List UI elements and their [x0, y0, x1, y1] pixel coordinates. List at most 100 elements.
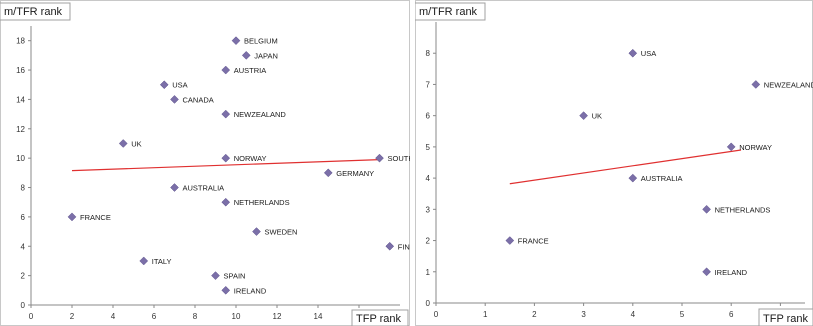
y-tick-label: 12	[16, 125, 25, 134]
chart-panel-right: 01234567801234567USANEWZEALANDUKNORWAYAU…	[415, 0, 813, 326]
data-point-marker	[139, 256, 149, 266]
data-point-marker	[385, 241, 395, 251]
data-point-label: NETHERLANDS	[715, 205, 771, 214]
y-tick-label: 4	[21, 242, 26, 251]
y-tick-label: 8	[21, 184, 26, 193]
data-point-label: FINLAND	[398, 242, 410, 251]
data-point-label: CANADA	[183, 95, 214, 104]
x-tick-label: 1	[483, 310, 488, 319]
x-tick-label: 0	[434, 310, 439, 319]
data-point-marker	[726, 142, 736, 152]
y-tick-label: 1	[426, 268, 431, 277]
data-point-label: SWEDEN	[265, 228, 298, 237]
x-tick-label: 10	[232, 312, 241, 321]
y-tick-label: 8	[426, 49, 431, 58]
data-point-label: JAPAN	[254, 51, 278, 60]
chart-frame	[0, 0, 410, 326]
data-point-label: AUSTRALIA	[641, 174, 683, 183]
x-tick-label: 14	[314, 312, 323, 321]
x-tick-label: 2	[70, 312, 75, 321]
data-point-label: SOUTHKOREA	[388, 154, 411, 163]
x-tick-label: 12	[273, 312, 282, 321]
data-point-label: NETHERLANDS	[234, 198, 290, 207]
x-tick-label: 3	[581, 310, 586, 319]
data-point-label: FRANCE	[518, 237, 549, 246]
data-point-marker	[231, 36, 241, 46]
data-point-marker	[323, 168, 333, 178]
data-point-label: USA	[641, 49, 656, 58]
data-point-label: UK	[592, 112, 602, 121]
data-point-label: AUSTRIA	[234, 66, 267, 75]
y-axis-title: m/TFR rank	[419, 6, 478, 18]
scatter-chart-right: 01234567801234567USANEWZEALANDUKNORWAYAU…	[415, 0, 813, 326]
y-tick-label: 6	[426, 112, 431, 121]
data-point-marker	[628, 48, 638, 58]
x-axis-title-box	[351, 309, 409, 326]
data-point-label: AUSTRALIA	[183, 184, 225, 193]
data-point-label: NEWZEALAND	[764, 80, 813, 89]
x-tick-label: 4	[111, 312, 116, 321]
y-tick-label: 5	[426, 143, 431, 152]
x-tick-label: 0	[29, 312, 34, 321]
data-point-label: BELGIUM	[244, 37, 278, 46]
data-point-marker	[751, 80, 761, 89]
x-tick-label: 6	[152, 312, 157, 321]
x-axis-title: TFP rank	[356, 313, 402, 325]
x-axis-title-box	[758, 308, 813, 326]
y-tick-label: 18	[16, 37, 25, 46]
data-point-marker	[211, 271, 220, 280]
data-point-marker	[702, 267, 711, 277]
data-point-label: NORWAY	[234, 154, 267, 163]
data-point-marker	[505, 236, 515, 245]
y-tick-label: 10	[16, 154, 25, 163]
x-tick-label: 5	[680, 310, 685, 319]
y-axis-title-box	[0, 2, 71, 21]
y-tick-label: 3	[426, 205, 431, 214]
y-tick-label: 2	[426, 237, 431, 246]
x-tick-label: 2	[532, 310, 537, 319]
y-axis-title: m/TFR rank	[4, 6, 63, 18]
y-tick-label: 0	[21, 301, 26, 310]
data-point-marker	[221, 65, 231, 75]
scatter-chart-left: 0246810121416180246810121416BELGIUMJAPAN…	[0, 0, 410, 326]
data-point-marker	[628, 173, 638, 183]
data-point-marker	[375, 153, 384, 163]
data-point-label: NORWAY	[739, 143, 772, 152]
data-point-marker	[221, 153, 231, 163]
chart-panel-left: 0246810121416180246810121416BELGIUMJAPAN…	[0, 0, 410, 326]
y-tick-label: 2	[21, 272, 26, 281]
data-point-label: ITALY	[152, 257, 172, 266]
data-point-marker	[170, 95, 179, 104]
y-tick-label: 7	[426, 80, 431, 89]
data-point-marker	[221, 285, 231, 295]
data-point-marker	[221, 197, 231, 207]
trendline	[71, 159, 380, 172]
trendline	[509, 149, 742, 185]
data-point-label: UK	[131, 139, 141, 148]
data-point-marker	[579, 111, 588, 121]
data-point-label: USA	[172, 81, 187, 90]
data-point-marker	[159, 80, 169, 90]
y-tick-label: 14	[16, 95, 25, 104]
y-axis-title-box	[415, 2, 486, 21]
data-point-marker	[67, 212, 77, 222]
data-point-label: FRANCE	[80, 213, 111, 222]
data-point-marker	[170, 183, 179, 192]
y-tick-label: 0	[426, 299, 431, 308]
x-axis-title: TFP rank	[763, 313, 809, 325]
y-tick-label: 4	[426, 174, 431, 183]
data-point-label: IRELAND	[715, 268, 748, 277]
data-point-marker	[702, 204, 711, 214]
data-point-label: GERMANY	[336, 169, 374, 178]
data-point-marker	[221, 109, 231, 119]
y-tick-label: 6	[21, 213, 26, 222]
data-point-marker	[118, 139, 128, 148]
data-point-marker	[252, 227, 261, 236]
chart-frame	[415, 0, 813, 326]
data-point-marker	[241, 51, 251, 60]
y-tick-label: 16	[16, 66, 25, 75]
x-tick-label: 6	[729, 310, 734, 319]
x-tick-label: 8	[193, 312, 198, 321]
x-tick-label: 4	[631, 310, 636, 319]
data-point-label: SPAIN	[224, 272, 246, 281]
